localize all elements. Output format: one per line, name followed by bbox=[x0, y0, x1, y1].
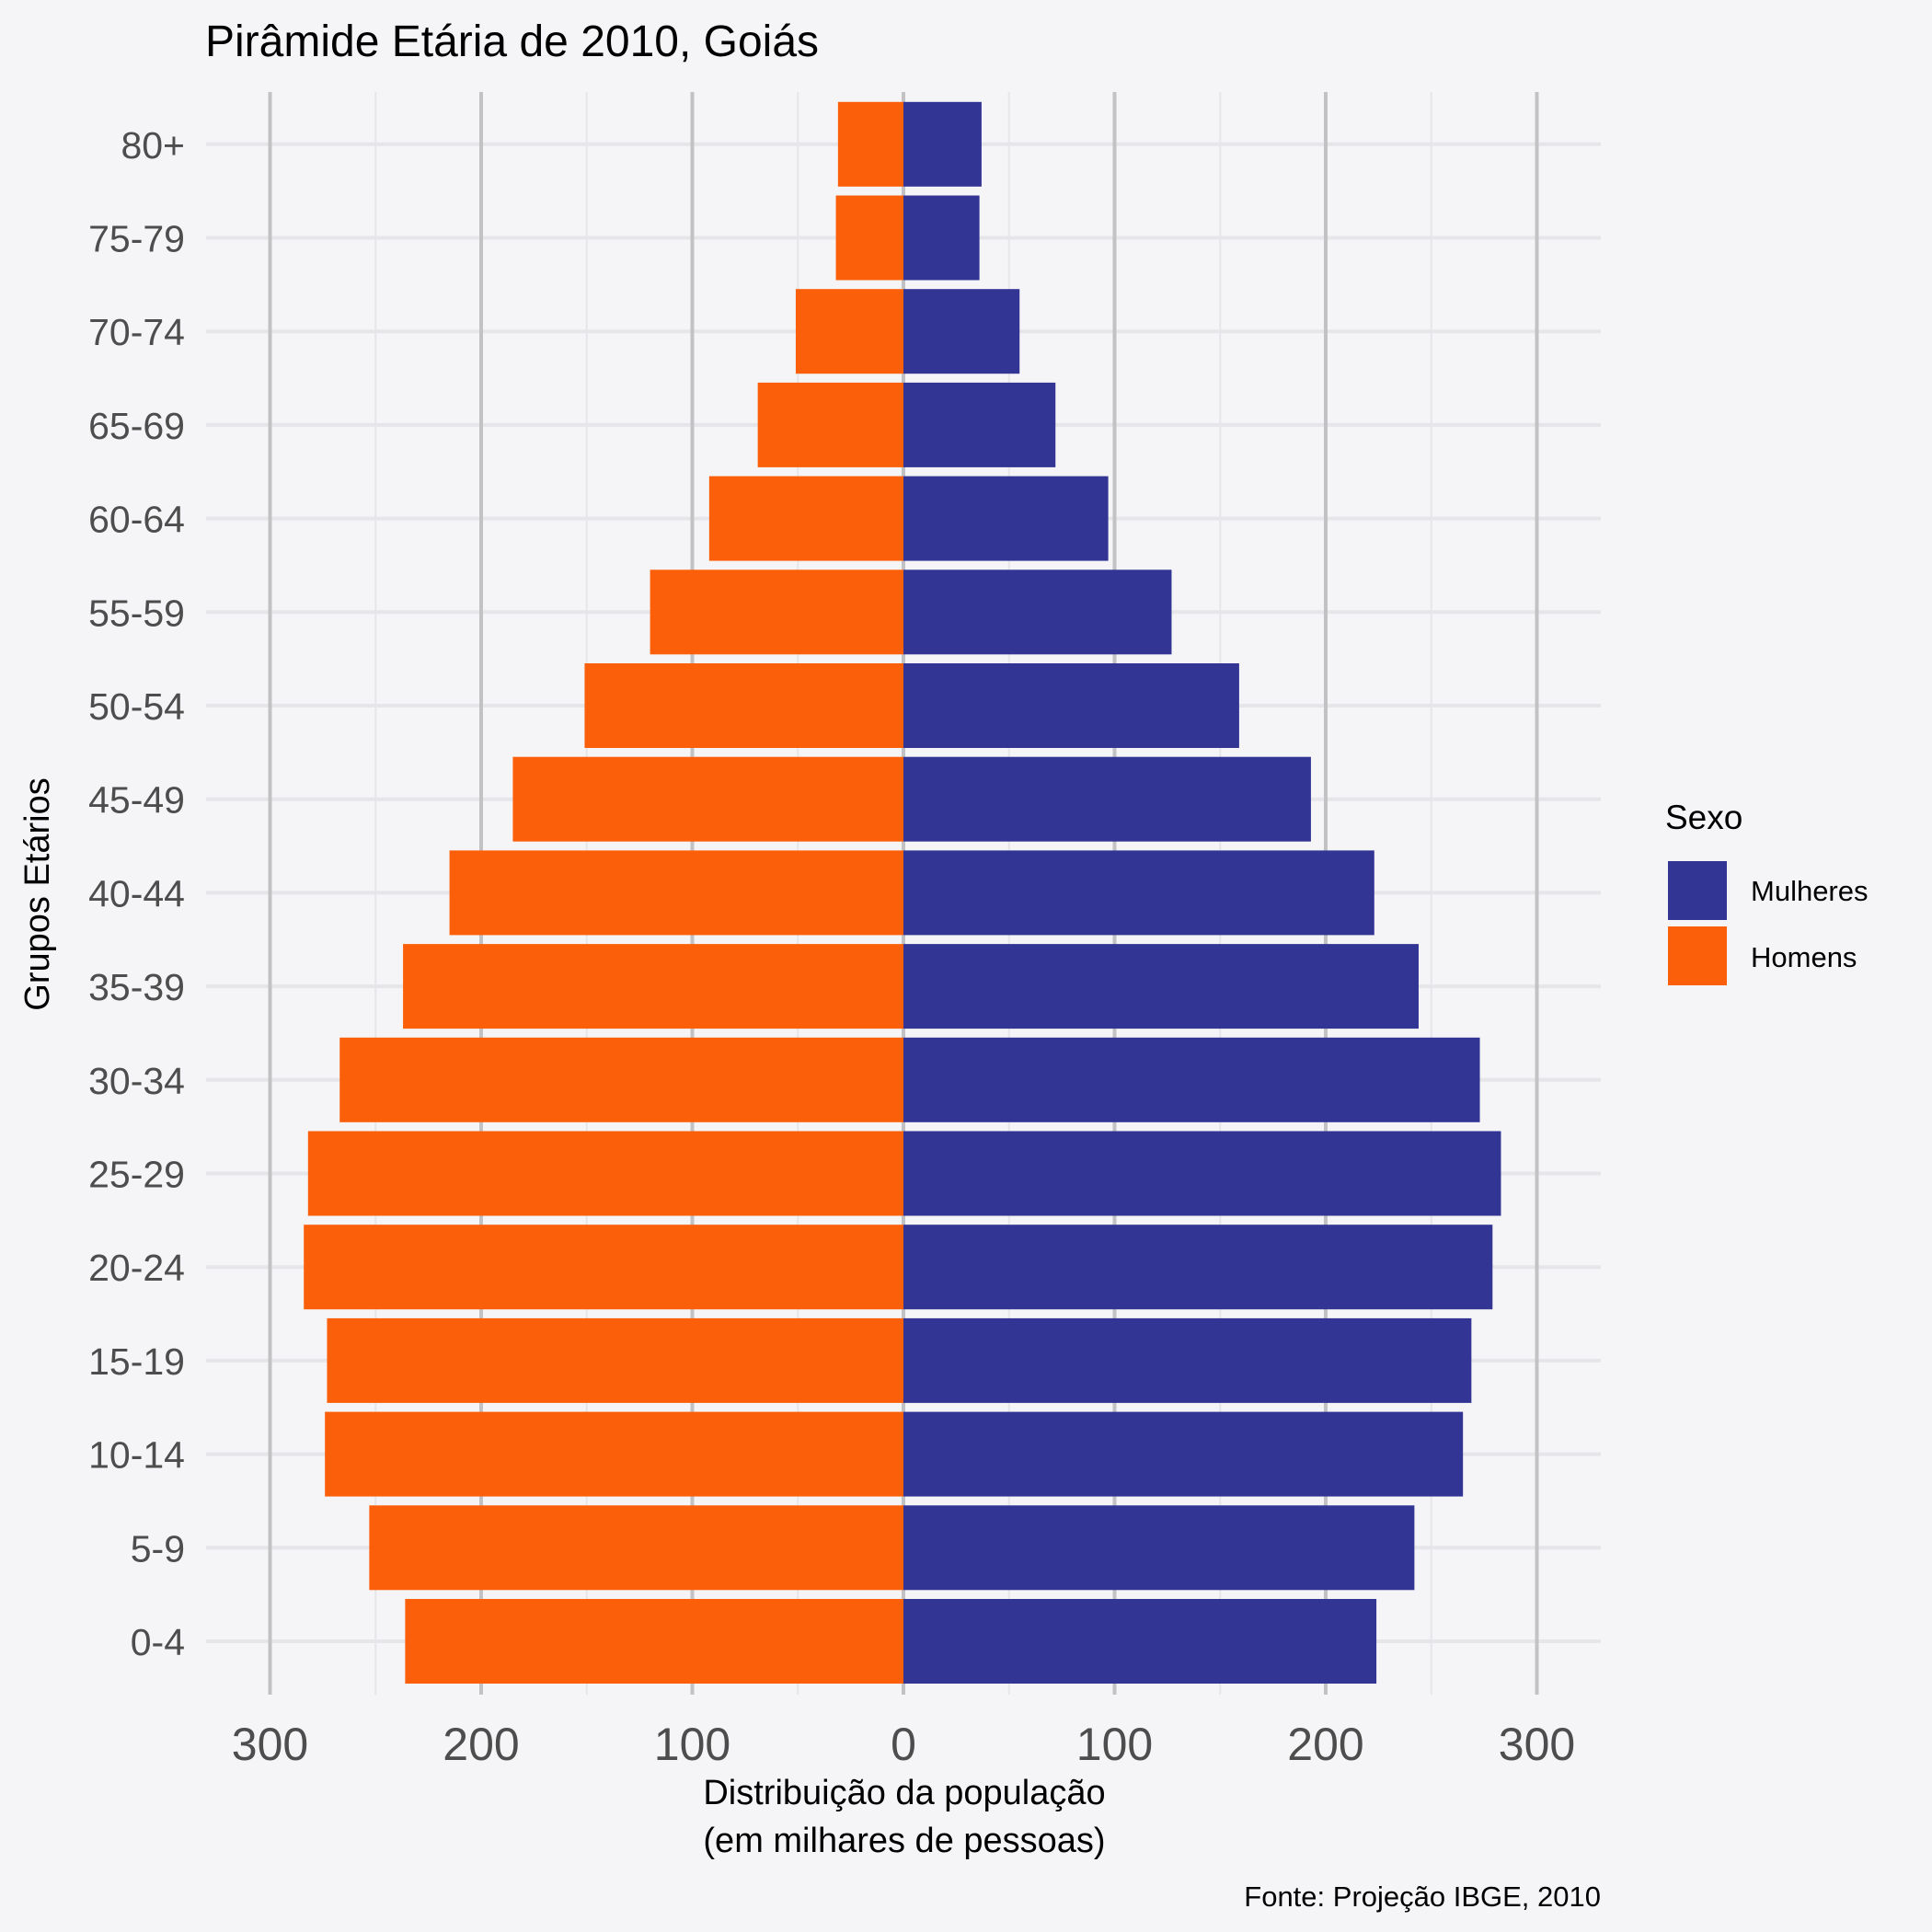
y-tick-label: 80+ bbox=[121, 124, 185, 167]
bar-homens-75-79 bbox=[836, 196, 903, 281]
y-tick-label: 25-29 bbox=[88, 1154, 185, 1196]
y-tick-label: 10-14 bbox=[88, 1434, 185, 1477]
bar-mulheres-25-29 bbox=[903, 1132, 1501, 1216]
bar-mulheres-30-34 bbox=[903, 1038, 1480, 1122]
bar-mulheres-70-74 bbox=[903, 289, 1019, 374]
bar-homens-30-34 bbox=[339, 1038, 903, 1122]
bars-group bbox=[304, 102, 1501, 1684]
x-tick-label: 100 bbox=[1076, 1719, 1153, 1770]
bar-homens-40-44 bbox=[450, 850, 903, 935]
legend-swatch-mulheres bbox=[1668, 861, 1727, 920]
bar-mulheres-45-49 bbox=[903, 757, 1311, 842]
caption-source: Fonte: Projeção IBGE, 2010 bbox=[1244, 1880, 1601, 1913]
bar-homens-20-24 bbox=[304, 1225, 903, 1309]
legend-label-homens: Homens bbox=[1751, 941, 1857, 973]
y-tick-label: 60-64 bbox=[88, 499, 185, 541]
x-axis-tick-labels: 300 200 100 0 100 200 300 bbox=[232, 1719, 1575, 1770]
bar-mulheres-0-4 bbox=[903, 1599, 1376, 1684]
bar-mulheres-35-39 bbox=[903, 944, 1419, 1029]
y-tick-label: 0-4 bbox=[131, 1621, 185, 1663]
bar-homens-10-14 bbox=[325, 1412, 903, 1497]
bar-mulheres-80+ bbox=[903, 102, 982, 187]
bar-homens-25-29 bbox=[308, 1132, 903, 1216]
x-tick-label: 100 bbox=[654, 1719, 730, 1770]
bar-mulheres-20-24 bbox=[903, 1225, 1492, 1309]
x-tick-label: 0 bbox=[891, 1719, 916, 1770]
bar-mulheres-65-69 bbox=[903, 383, 1055, 467]
x-axis-label-line2: (em milhares de pessoas) bbox=[703, 1822, 1105, 1860]
bar-mulheres-10-14 bbox=[903, 1412, 1463, 1497]
bar-homens-55-59 bbox=[650, 569, 903, 654]
bar-homens-50-54 bbox=[584, 663, 903, 748]
y-tick-label: 35-39 bbox=[88, 966, 185, 1008]
bar-homens-15-19 bbox=[327, 1318, 903, 1403]
bar-mulheres-55-59 bbox=[903, 569, 1171, 654]
bar-homens-45-49 bbox=[512, 757, 903, 842]
y-tick-label: 5-9 bbox=[131, 1527, 185, 1570]
y-tick-label: 30-34 bbox=[88, 1060, 185, 1102]
bar-mulheres-40-44 bbox=[903, 850, 1374, 935]
bar-mulheres-75-79 bbox=[903, 196, 980, 281]
y-tick-label: 75-79 bbox=[88, 218, 185, 260]
x-tick-label: 300 bbox=[232, 1719, 308, 1770]
bar-mulheres-5-9 bbox=[903, 1505, 1414, 1590]
bar-homens-80+ bbox=[838, 102, 903, 187]
bar-mulheres-50-54 bbox=[903, 663, 1239, 748]
x-tick-label: 200 bbox=[443, 1719, 519, 1770]
y-axis-tick-labels: 0-4 5-9 10-14 15-19 20-24 25-29 30-34 35-39 40-4… bbox=[88, 124, 185, 1663]
y-tick-label: 70-74 bbox=[88, 311, 185, 353]
legend-label-mulheres: Mulheres bbox=[1751, 875, 1869, 907]
y-tick-label: 15-19 bbox=[88, 1340, 185, 1383]
bar-homens-70-74 bbox=[796, 289, 903, 374]
y-tick-label: 55-59 bbox=[88, 592, 185, 634]
bar-mulheres-60-64 bbox=[903, 477, 1109, 561]
y-tick-label: 50-54 bbox=[88, 685, 185, 728]
legend-title: Sexo bbox=[1665, 799, 1742, 836]
legend-swatch-homens bbox=[1668, 926, 1727, 985]
y-tick-label: 40-44 bbox=[88, 872, 185, 914]
chart-title: Pirâmide Etária de 2010, Goiás bbox=[205, 17, 819, 66]
y-tick-label: 45-49 bbox=[88, 779, 185, 822]
x-tick-label: 200 bbox=[1287, 1719, 1363, 1770]
bar-mulheres-15-19 bbox=[903, 1318, 1471, 1403]
y-tick-label: 20-24 bbox=[88, 1247, 185, 1289]
y-tick-label: 65-69 bbox=[88, 405, 185, 447]
bar-homens-60-64 bbox=[709, 477, 903, 561]
y-axis-label: Grupos Etários bbox=[18, 777, 57, 1010]
bar-homens-35-39 bbox=[403, 944, 903, 1029]
legend: Sexo Mulheres Homens bbox=[1665, 799, 1869, 985]
bar-homens-5-9 bbox=[369, 1505, 903, 1590]
bar-homens-65-69 bbox=[758, 383, 903, 467]
x-tick-label: 300 bbox=[1499, 1719, 1575, 1770]
bar-homens-0-4 bbox=[405, 1599, 903, 1684]
x-axis-label-line1: Distribuição da população bbox=[703, 1774, 1105, 1812]
